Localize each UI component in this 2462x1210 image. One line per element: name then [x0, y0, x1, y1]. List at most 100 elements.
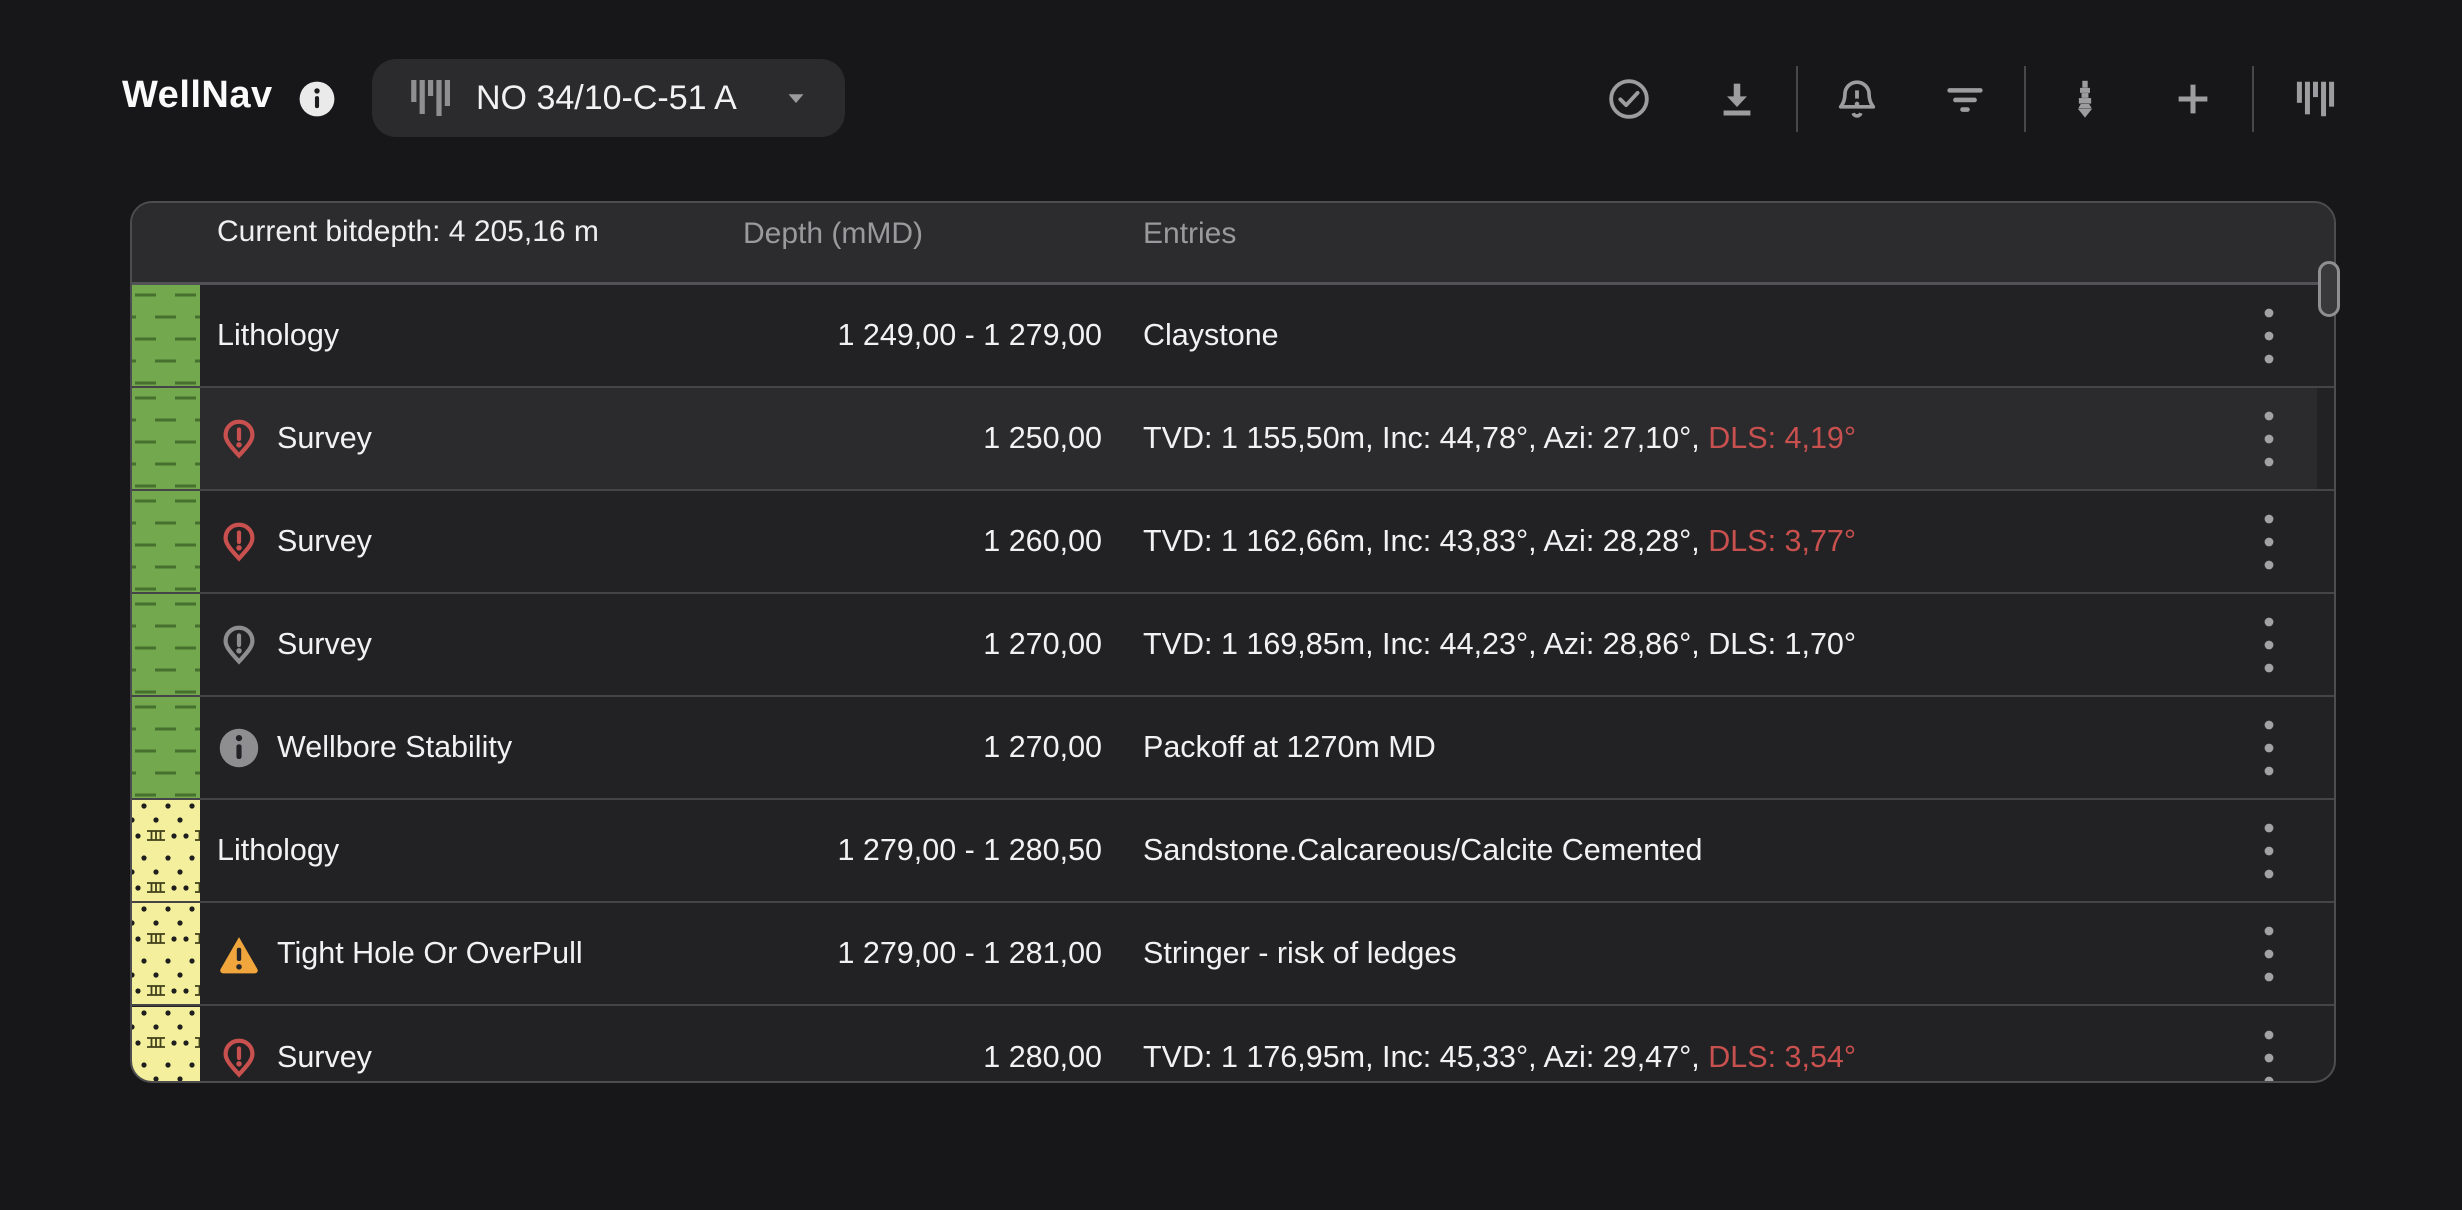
entries-column-header: Entries	[1143, 217, 1237, 250]
row-type-cell: Survey	[200, 1036, 672, 1080]
row-entry-text: Sandstone.Calcareous/Calcite Cemented	[1143, 833, 1703, 867]
lithology-strip-claystone	[132, 388, 200, 489]
chevron-down-icon	[781, 83, 811, 113]
filter-icon[interactable]	[1942, 76, 1988, 122]
pin-alert-icon	[217, 1036, 261, 1080]
row-entry-cell: TVD: 1 162,66m, Inc: 43,83°, Azi: 28,28°…	[1102, 524, 2203, 559]
pin-alert-icon	[217, 623, 261, 667]
row-menu-button[interactable]	[2245, 607, 2293, 683]
download-icon[interactable]	[1714, 76, 1760, 122]
app-title: WellNav	[122, 74, 273, 116]
row-menu-cell	[2203, 504, 2334, 580]
row-type-cell: Wellbore Stability	[200, 726, 672, 770]
row-type-cell: Survey	[200, 417, 672, 461]
row-entry-text: TVD: 1 162,66m, Inc: 43,83°, Azi: 28,28°…	[1143, 524, 1709, 558]
depth-column-header: Depth (mMD)	[743, 217, 924, 250]
row-type-label: Lithology	[217, 318, 340, 352]
scrollbar-thumb[interactable]	[2318, 261, 2340, 317]
row-menu-cell	[2203, 710, 2334, 786]
row-menu-button[interactable]	[2245, 916, 2293, 992]
row-entry-cell: Stringer - risk of ledges	[1102, 936, 2203, 971]
lithology-strip-sandstone	[132, 1007, 200, 1081]
row-type-cell: Tight Hole Or OverPull	[200, 932, 672, 976]
table-row[interactable]: Lithology 1 249,00 - 1 279,00 Claystone	[132, 285, 2334, 388]
table-row[interactable]: Tight Hole Or OverPull 1 279,00 - 1 281,0…	[132, 903, 2334, 1006]
row-type-label: Survey	[277, 1040, 372, 1074]
table-row[interactable]: Lithology 1 279,00 - 1 280,50 Sandstone.Ca…	[132, 800, 2334, 903]
toolbar-divider	[2024, 66, 2026, 132]
row-entry-text: TVD: 1 176,95m, Inc: 45,33°, Azi: 29,47°…	[1143, 1040, 1709, 1074]
well-selector[interactable]: NO 34/10-C-51 A	[372, 59, 845, 137]
table-row[interactable]: Survey 1 270,00 TVD: 1 169,85m, Inc: 44,23…	[132, 594, 2334, 697]
drill-bit-icon[interactable]	[2062, 76, 2108, 122]
row-depth: 1 270,00	[983, 627, 1102, 661]
row-entry-dls-alert: DLS: 3,77°	[1708, 524, 1857, 558]
row-depth: 1 280,00	[983, 1040, 1102, 1074]
table-row[interactable]: Wellbore Stability 1 270,00 Packoff at 127…	[132, 697, 2334, 800]
row-menu-cell	[2203, 813, 2334, 889]
row-entry-text: Packoff at 1270m MD	[1143, 730, 1436, 764]
row-type-cell: Survey	[200, 623, 672, 667]
toolbar-divider	[1796, 66, 1798, 132]
row-type-cell: Survey	[200, 520, 672, 564]
info-icon[interactable]	[298, 80, 336, 118]
lithology-strip-claystone	[132, 491, 200, 592]
lithology-strip-claystone	[132, 594, 200, 695]
check-circle-icon[interactable]	[1606, 76, 1652, 122]
well-log-icon[interactable]	[2290, 76, 2336, 122]
row-entry-dls-alert: DLS: 3,54°	[1708, 1040, 1857, 1074]
lithology-strip-claystone	[132, 697, 200, 798]
row-menu-button[interactable]	[2245, 710, 2293, 786]
row-entry-cell: TVD: 1 155,50m, Inc: 44,78°, Azi: 27,10°…	[1102, 421, 2203, 456]
row-entry-cell: Claystone	[1102, 318, 2203, 353]
row-type-label: Survey	[277, 524, 372, 558]
row-entry-cell: Sandstone.Calcareous/Calcite Cemented	[1102, 833, 2203, 868]
row-menu-button[interactable]	[2245, 401, 2293, 477]
row-depth: 1 279,00 - 1 281,00	[837, 936, 1102, 970]
row-type-cell: Lithology	[200, 318, 672, 353]
row-entry-cell: TVD: 1 169,85m, Inc: 44,23°, Azi: 28,86°…	[1102, 627, 2203, 662]
warning-icon	[217, 932, 261, 976]
table-body: Lithology 1 249,00 - 1 279,00 Claystone Sur…	[132, 285, 2334, 1081]
pin-alert-icon	[217, 417, 261, 461]
row-entry-text: TVD: 1 169,85m, Inc: 44,23°, Azi: 28,86°…	[1143, 627, 1857, 661]
row-menu-button[interactable]	[2245, 504, 2293, 580]
row-menu-cell	[2203, 401, 2334, 477]
row-entry-text: Claystone	[1143, 318, 1279, 352]
row-menu-cell	[2203, 607, 2334, 683]
bell-alert-icon[interactable]	[1834, 76, 1880, 122]
row-depth: 1 270,00	[983, 730, 1102, 764]
table-row[interactable]: Survey 1 280,00 TVD: 1 176,95m, Inc: 45,33…	[132, 1006, 2334, 1081]
row-type-label: Tight Hole Or OverPull	[277, 936, 583, 970]
current-bitdepth-label: Current bitdepth: 4 205,16 m	[217, 215, 599, 248]
row-type-cell: Lithology	[200, 833, 672, 868]
row-entry-text: Stringer - risk of ledges	[1143, 936, 1457, 970]
row-entry-cell: Packoff at 1270m MD	[1102, 730, 2203, 765]
table-header: Current bitdepth: 4 205,16 m Depth (mMD)…	[132, 203, 2334, 285]
well-selector-label: NO 34/10-C-51 A	[476, 78, 737, 117]
plus-icon[interactable]	[2170, 76, 2216, 122]
lithology-strip-sandstone	[132, 903, 200, 1004]
row-depth: 1 250,00	[983, 421, 1102, 455]
row-menu-button[interactable]	[2245, 298, 2293, 374]
lithology-strip-sandstone	[132, 800, 200, 901]
row-type-label: Wellbore Stability	[277, 730, 513, 764]
row-type-label: Lithology	[217, 833, 340, 867]
table-row[interactable]: Survey 1 260,00 TVD: 1 162,66m, Inc: 43,83…	[132, 491, 2334, 594]
row-depth: 1 260,00	[983, 524, 1102, 558]
entries-table: Current bitdepth: 4 205,16 m Depth (mMD)…	[130, 201, 2336, 1083]
info-icon	[217, 726, 261, 770]
table-row[interactable]: Survey 1 250,00 TVD: 1 155,50m, Inc: 44,78…	[132, 388, 2334, 491]
row-menu-button[interactable]	[2245, 813, 2293, 889]
row-entry-dls-alert: DLS: 4,19°	[1708, 421, 1857, 455]
row-depth: 1 249,00 - 1 279,00	[837, 318, 1102, 352]
toolbar	[1606, 62, 2336, 136]
row-menu-cell	[2203, 1020, 2334, 1081]
row-depth: 1 279,00 - 1 280,50	[837, 833, 1102, 867]
well-log-icon	[404, 74, 452, 122]
row-entry-text: TVD: 1 155,50m, Inc: 44,78°, Azi: 27,10°…	[1143, 421, 1709, 455]
toolbar-divider	[2252, 66, 2254, 132]
top-bar: WellNav NO 34/10-C-51 A	[0, 0, 2462, 200]
row-menu-cell	[2203, 916, 2334, 992]
row-menu-button[interactable]	[2245, 1020, 2293, 1081]
